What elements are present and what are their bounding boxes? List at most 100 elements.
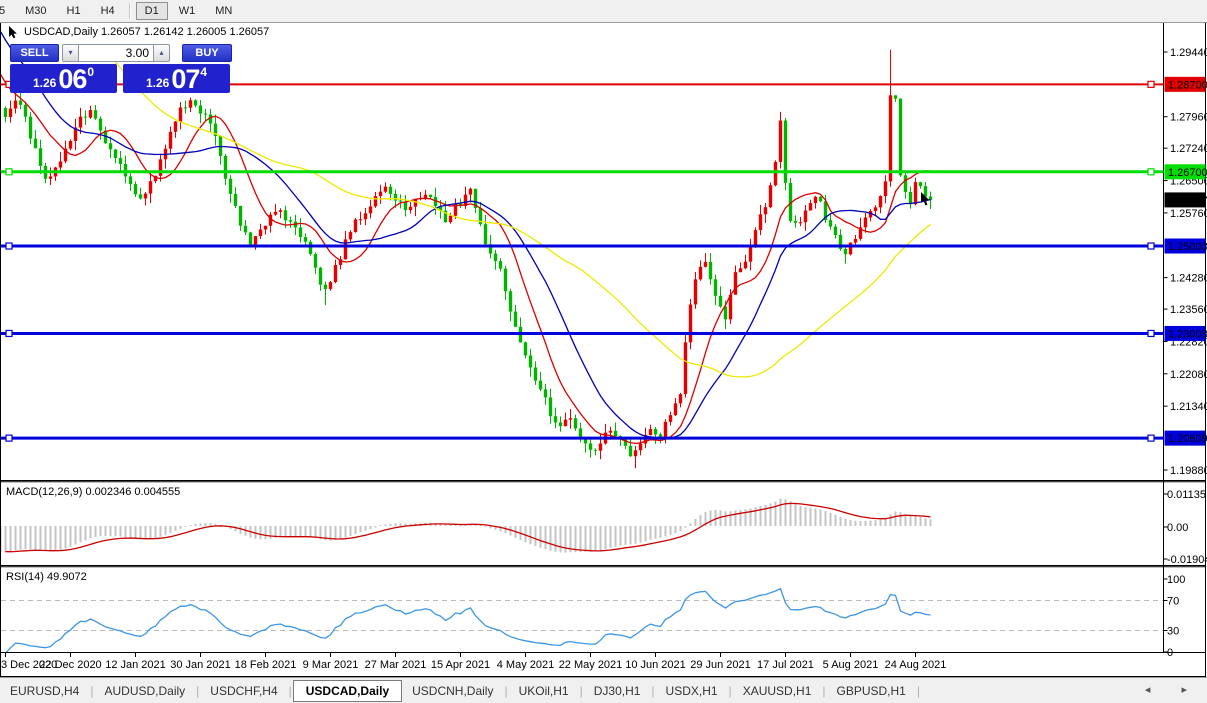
macd-axis: 0.01135 0.00 -0.01904 MACD(12,26,9) 0.00234… bbox=[6, 486, 1207, 566]
level-handle bbox=[1147, 329, 1155, 338]
level-handle bbox=[5, 329, 13, 338]
level-handle bbox=[1147, 168, 1155, 176]
svg-text:1.25760: 1.25760 bbox=[1170, 208, 1207, 220]
svg-text:1.27960: 1.27960 bbox=[1170, 112, 1207, 124]
svg-text:1.25003: 1.25003 bbox=[1168, 241, 1207, 253]
symbol-tabbar: EURUSD,H4 | AUDUSD,Daily | USDCHF,H4 | USDCAD,… bbox=[0, 677, 1207, 703]
macd-label: MACD(12,26,9) 0.002346 0.004555 bbox=[6, 486, 180, 498]
svg-text:5 Aug 2021: 5 Aug 2021 bbox=[823, 659, 879, 671]
bid-price-prefix: 1.26 bbox=[32, 76, 57, 90]
tab-separator: | bbox=[822, 684, 826, 698]
tab-separator: | bbox=[916, 684, 920, 698]
rsi-line bbox=[5, 587, 931, 652]
tab-separator: | bbox=[504, 684, 508, 698]
tab-usdchf-h4[interactable]: USDCHF,H4 bbox=[210, 684, 278, 698]
timeframe-button-W1[interactable]: W1 bbox=[178, 5, 196, 17]
svg-text:22 May 2021: 22 May 2021 bbox=[559, 659, 623, 671]
volume-input[interactable]: 3.00 bbox=[79, 44, 153, 62]
svg-text:1.26700: 1.26700 bbox=[1168, 167, 1207, 179]
svg-text:9 Mar 2021: 9 Mar 2021 bbox=[303, 659, 359, 671]
timeframe-button-H1[interactable]: H1 bbox=[66, 5, 81, 17]
macd-pane bbox=[1, 498, 932, 553]
volume-increase-button[interactable]: ▴ bbox=[153, 44, 170, 62]
buy-button[interactable]: BUY bbox=[182, 44, 232, 62]
timeframe-button-5[interactable]: 5 bbox=[0, 5, 6, 17]
tab-separator: | bbox=[196, 684, 200, 698]
tab-separator: | bbox=[288, 684, 292, 698]
tab-eurusd-h4[interactable]: EURUSD,H4 bbox=[10, 684, 80, 698]
svg-text:17 Jul 2021: 17 Jul 2021 bbox=[757, 659, 814, 671]
volume-decrease-button[interactable]: ▾ bbox=[62, 44, 79, 62]
svg-text:4 May 2021: 4 May 2021 bbox=[497, 659, 554, 671]
level-handle bbox=[1147, 242, 1155, 250]
svg-text:27 Mar 2021: 27 Mar 2021 bbox=[365, 659, 427, 671]
tab-usdcnh-daily[interactable]: USDCNH,Daily bbox=[412, 684, 494, 698]
tab-separator: | bbox=[651, 684, 655, 698]
tab-dj30-h1[interactable]: DJ30,H1 bbox=[593, 684, 641, 698]
timeframe-button-H4[interactable]: H4 bbox=[100, 5, 115, 17]
svg-text:1.20609: 1.20609 bbox=[1168, 433, 1207, 445]
timeframe-button-MN[interactable]: MN bbox=[215, 5, 233, 17]
tab-separator: | bbox=[728, 684, 732, 698]
rsi-pane bbox=[1, 587, 1163, 652]
timeframe-button-M30[interactable]: M30 bbox=[25, 5, 47, 17]
ask-price-pip: 4 bbox=[200, 65, 208, 79]
level-handle bbox=[5, 434, 13, 442]
tab-xauusd-h1[interactable]: XAUUSD,H1 bbox=[742, 684, 812, 698]
svg-text:0: 0 bbox=[1167, 647, 1173, 659]
chart-title: USDCAD,Daily 1.26057 1.26142 1.26005 1.2… bbox=[7, 25, 269, 39]
chart-frame bbox=[0, 22, 1206, 677]
mouse-cursor bbox=[921, 192, 929, 206]
tab-usdcad-daily[interactable]: USDCAD,Daily bbox=[292, 680, 403, 702]
tab-ukoil-h1[interactable]: UKOil,H1 bbox=[518, 684, 569, 698]
svg-text:15 Apr 2021: 15 Apr 2021 bbox=[431, 659, 490, 671]
moving-averages bbox=[1, 30, 931, 445]
tab-separator: | bbox=[90, 684, 94, 698]
sma-10-line bbox=[1, 73, 931, 445]
svg-text:-0.01904: -0.01904 bbox=[1167, 554, 1207, 566]
svg-text:100: 100 bbox=[1167, 574, 1185, 586]
rsi-axis: 100 70 30 0 RSI(14) 49.9072 bbox=[6, 571, 1185, 659]
price-level-lines[interactable] bbox=[1, 80, 1164, 442]
svg-text:24 Aug 2021: 24 Aug 2021 bbox=[885, 659, 947, 671]
timeframe-button-D1[interactable]: D1 bbox=[135, 2, 168, 20]
level-handle bbox=[1147, 434, 1155, 442]
svg-text:1.27240: 1.27240 bbox=[1170, 143, 1207, 155]
candlesticks bbox=[3, 49, 933, 469]
level-handle bbox=[5, 168, 13, 176]
bid-price-box[interactable]: 1.26 06 0 bbox=[10, 64, 117, 93]
svg-text:22 Dec 2020: 22 Dec 2020 bbox=[39, 659, 101, 671]
rsi-label: RSI(14) 49.9072 bbox=[6, 571, 87, 583]
sma-20-line bbox=[1, 30, 931, 439]
ask-price-digits: 07 bbox=[171, 64, 200, 94]
svg-text:1.28700: 1.28700 bbox=[1168, 79, 1207, 91]
tab-scroll-arrows[interactable]: ◂ ▸ bbox=[1144, 684, 1201, 696]
svg-text:3 Dec 2020: 3 Dec 2020 bbox=[1, 659, 57, 671]
svg-text:18 Feb 2021: 18 Feb 2021 bbox=[235, 659, 297, 671]
tab-usdx-h1[interactable]: USDX,H1 bbox=[665, 684, 718, 698]
ask-price-box[interactable]: 1.26 07 4 bbox=[123, 64, 230, 93]
svg-text:0.00: 0.00 bbox=[1167, 522, 1188, 534]
svg-text:30 Jan 2021: 30 Jan 2021 bbox=[170, 659, 231, 671]
price-axis: 1.294401.279601.272401.265001.257601.242… bbox=[1163, 47, 1207, 477]
tab-gbpusd-h1[interactable]: GBPUSD,H1 bbox=[836, 684, 906, 698]
bid-price-digits: 06 bbox=[58, 64, 87, 94]
one-click-trade-panel: SELL ▾ 3.00 ▴ BUY 1.26 06 0 1.26 07 4 bbox=[10, 44, 234, 93]
svg-text:30: 30 bbox=[1167, 626, 1179, 638]
svg-text:1.26057: 1.26057 bbox=[1168, 195, 1207, 207]
svg-text:1.19880: 1.19880 bbox=[1170, 465, 1207, 477]
tab-separator: | bbox=[579, 684, 583, 698]
ask-price-prefix: 1.26 bbox=[145, 76, 170, 90]
svg-text:70: 70 bbox=[1167, 596, 1179, 608]
level-handle bbox=[1147, 80, 1155, 88]
svg-text:1.24280: 1.24280 bbox=[1170, 273, 1207, 285]
sell-button[interactable]: SELL bbox=[10, 44, 59, 62]
toolbar-separator bbox=[128, 3, 131, 19]
svg-text:1.22080: 1.22080 bbox=[1170, 369, 1207, 381]
svg-text:1.29440: 1.29440 bbox=[1170, 47, 1207, 59]
macd-signal-line bbox=[5, 502, 931, 553]
svg-text:29 Jun 2021: 29 Jun 2021 bbox=[690, 659, 751, 671]
tab-audusd-daily[interactable]: AUDUSD,Daily bbox=[104, 684, 186, 698]
